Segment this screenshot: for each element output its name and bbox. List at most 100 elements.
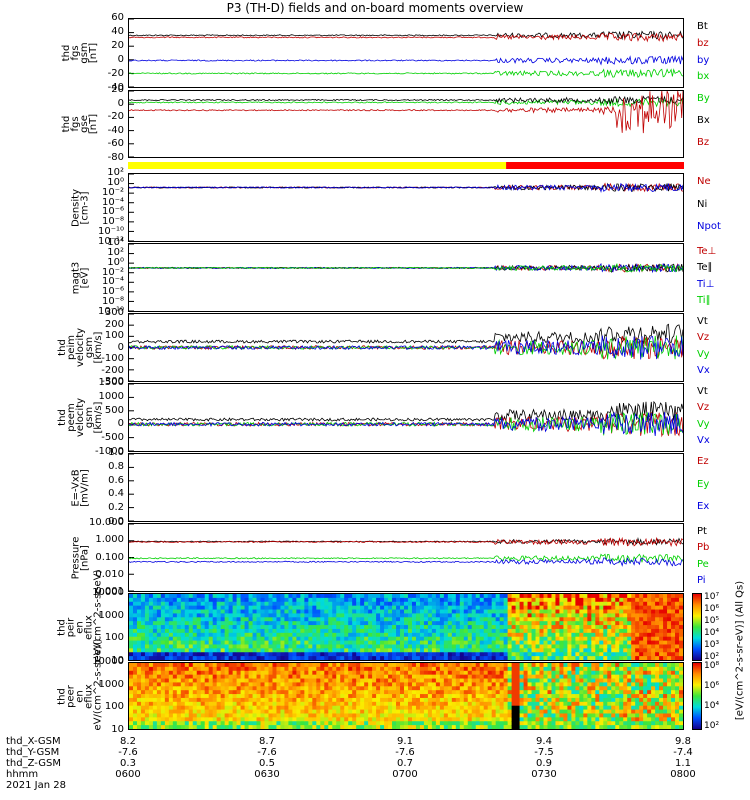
y-tick-label: 10⁻² xyxy=(101,266,124,278)
y-tick-label: -100 xyxy=(101,353,124,364)
x-tick-label: 0730 xyxy=(531,769,557,780)
x-tick-label: 9.8 xyxy=(675,736,691,747)
y-tick-label: 0.8 xyxy=(108,460,124,472)
y-tick-label: -1000 xyxy=(94,446,124,457)
colorbar-tick-label: 10² xyxy=(704,652,720,662)
x-tick-label: 0630 xyxy=(254,769,280,780)
panel-2 xyxy=(128,162,684,169)
y-axis-label: thd fgs gse [nT] xyxy=(61,113,99,135)
footer-row-label: thd_Z-GSM xyxy=(6,758,61,769)
y-tick-label: 60 xyxy=(111,12,124,23)
colorbar-tick-label: 10³ xyxy=(704,640,720,650)
colorbar-caption: [eV/(cm^2-s-sr-eV)] (All Qs) xyxy=(734,580,746,721)
legend-entry: bz xyxy=(697,37,709,49)
x-tick-label: -7.4 xyxy=(673,747,693,758)
legend-entry: Pi xyxy=(697,575,706,587)
legend-entry: Vt xyxy=(697,386,708,397)
y-tick-label: 10⁻² xyxy=(101,186,124,198)
x-tick-label: -7.5 xyxy=(534,747,554,758)
panel-3 xyxy=(128,173,684,242)
legend-entry: Npot xyxy=(697,221,721,233)
panel-4 xyxy=(128,243,684,312)
plot-area xyxy=(129,19,683,87)
y-tick-label: 10⁻⁴ xyxy=(101,276,124,288)
y-axis-label: thd peem velocity gsm [km/s] xyxy=(56,397,104,438)
x-tick-label: 8.7 xyxy=(259,736,275,747)
series-line xyxy=(129,557,683,567)
y-tick-label: -40 xyxy=(107,124,124,136)
y-tick-label: 10 xyxy=(111,724,124,735)
legend-entry: Vx xyxy=(697,435,710,447)
colorbar-tick-label: 10⁴ xyxy=(704,628,720,638)
y-tick-label: 200 xyxy=(104,318,124,330)
y-tick-label: 10⁻⁸ xyxy=(101,296,124,308)
footer-row-label: thd_X-GSM xyxy=(6,736,61,747)
plot-area xyxy=(129,384,683,451)
y-tick-label: -300 xyxy=(101,376,124,387)
x-tick-label: 0.7 xyxy=(397,758,413,769)
y-tick-label: 100 xyxy=(104,701,124,713)
footer-row-label: 2021 Jan 28 xyxy=(6,780,66,791)
x-tick-label: -7.6 xyxy=(257,747,277,758)
y-axis-label: thd peer en eflux eV/(cm^2-s-sr-eV) xyxy=(56,638,104,730)
legend-entry: Vz xyxy=(697,332,710,344)
plot-area xyxy=(129,594,683,660)
mode-bar-segment xyxy=(128,162,507,169)
y-tick-label: 20 xyxy=(111,84,124,95)
panel-8 xyxy=(128,523,684,592)
colorbar-tick-label: 10⁷ xyxy=(704,592,720,602)
y-tick-label: 20 xyxy=(111,40,124,51)
panel-9 xyxy=(128,593,684,661)
legend-entry: Bt xyxy=(697,21,708,32)
colorbar-tick-label: 10⁸ xyxy=(704,661,720,671)
y-tick-label: -200 xyxy=(101,364,124,376)
chart-title: P3 (TH-D) fields and on-board moments ov… xyxy=(226,1,524,15)
x-tick-label: 9.4 xyxy=(536,736,552,747)
plot-area xyxy=(129,314,683,381)
series-line xyxy=(129,68,683,78)
legend-entry: Vz xyxy=(697,402,710,414)
y-axis-label: Pressure [nPa] xyxy=(70,536,90,579)
y-tick-label: 500 xyxy=(104,404,124,416)
x-tick-label: -7.6 xyxy=(118,747,138,758)
y-tick-label: 0.100 xyxy=(95,551,124,563)
y-tick-label: 1.000 xyxy=(95,534,124,546)
legend-entry: Te∥ xyxy=(697,262,713,274)
y-tick-label: -500 xyxy=(101,432,124,444)
y-tick-label: 10² xyxy=(107,167,124,178)
plot-area xyxy=(129,454,134,521)
y-tick-label: 10⁰ xyxy=(107,256,124,268)
y-tick-label: 0 xyxy=(117,418,124,430)
x-tick-label: 0700 xyxy=(392,769,418,780)
panel-6 xyxy=(128,383,684,452)
legend-entry: Te⊥ xyxy=(697,246,717,257)
legend-entry: Pe xyxy=(697,558,709,570)
series-line xyxy=(129,400,683,422)
x-tick-label: 8.2 xyxy=(120,736,136,747)
y-tick-label: 0.001 xyxy=(95,586,124,597)
legend-entry: Ne xyxy=(697,176,711,187)
series-line xyxy=(129,412,683,436)
series-line xyxy=(129,54,683,66)
y-tick-label: 10⁻¹⁰ xyxy=(97,306,124,317)
legend-entry: bx xyxy=(697,71,710,83)
legend-entry: Ez xyxy=(697,456,709,467)
panel-10 xyxy=(128,662,684,730)
y-tick-label: 0.4 xyxy=(108,488,124,500)
y-tick-label: 0 xyxy=(117,97,124,109)
x-tick-label: 9.1 xyxy=(397,736,413,747)
y-tick-label: -20 xyxy=(107,68,124,79)
colorbar-tick-label: 10⁶ xyxy=(704,604,720,614)
legend-entry: Bz xyxy=(697,137,710,149)
y-tick-label: 10⁻¹⁰ xyxy=(97,226,124,238)
y-tick-label: 10⁴ xyxy=(107,237,124,248)
y-tick-label: 0 xyxy=(117,341,124,353)
series-line xyxy=(129,262,683,273)
panel-0 xyxy=(128,18,684,88)
y-axis-label: thd peim velocity gsm [km/s] xyxy=(56,327,104,368)
panel-1 xyxy=(128,90,684,158)
plot-area xyxy=(129,663,683,729)
legend-entry: Ni xyxy=(697,198,708,210)
y-tick-label: 0 xyxy=(117,54,124,65)
plot-area xyxy=(129,174,683,241)
